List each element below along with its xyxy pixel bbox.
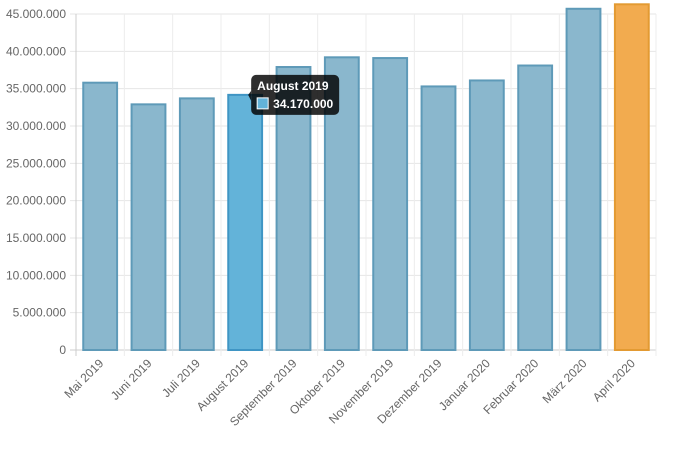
bar[interactable] xyxy=(130,103,167,351)
y-tick-label: 30.000.000 xyxy=(6,119,66,133)
bar-hovered[interactable] xyxy=(227,93,264,351)
bar[interactable] xyxy=(178,97,215,351)
tooltip: August 2019 34.170.000 xyxy=(248,74,340,115)
y-tick-label: 40.000.000 xyxy=(6,44,66,58)
bar[interactable] xyxy=(372,57,409,351)
tooltip-caret xyxy=(248,90,252,101)
y-tick-label: 5.000.000 xyxy=(13,306,67,320)
tooltip-value: 34.170.000 xyxy=(273,97,333,111)
tooltip-background xyxy=(251,74,340,115)
x-tick-label: Juli 2019 xyxy=(159,356,203,400)
y-tick-label: 35.000.000 xyxy=(6,82,66,96)
bar-highlighted[interactable] xyxy=(613,3,650,351)
y-tick-label: 45.000.000 xyxy=(6,7,66,21)
y-tick-label: 20.000.000 xyxy=(6,194,66,208)
x-tick-label: April 2020 xyxy=(590,356,638,404)
tooltip-title: August 2019 xyxy=(257,79,329,93)
grid-lines xyxy=(70,13,657,356)
x-tick-label: Mai 2019 xyxy=(61,356,106,401)
x-tick-label: Juni 2019 xyxy=(108,356,155,403)
bar[interactable] xyxy=(565,7,602,351)
bar[interactable] xyxy=(420,85,457,351)
bar[interactable] xyxy=(82,81,119,352)
y-tick-label: 0 xyxy=(59,343,66,357)
bar[interactable] xyxy=(468,79,505,351)
y-axis: 0 5.000.000 10.000.000 15.000.000 20.000.000… xyxy=(6,7,66,357)
tooltip-swatch xyxy=(256,97,269,110)
x-tick-label: März 2020 xyxy=(540,356,590,406)
y-tick-label: 15.000.000 xyxy=(6,231,66,245)
bar[interactable] xyxy=(517,64,554,352)
y-tick-label: 10.000.000 xyxy=(6,268,66,282)
y-tick-label: 25.000.000 xyxy=(6,156,66,170)
